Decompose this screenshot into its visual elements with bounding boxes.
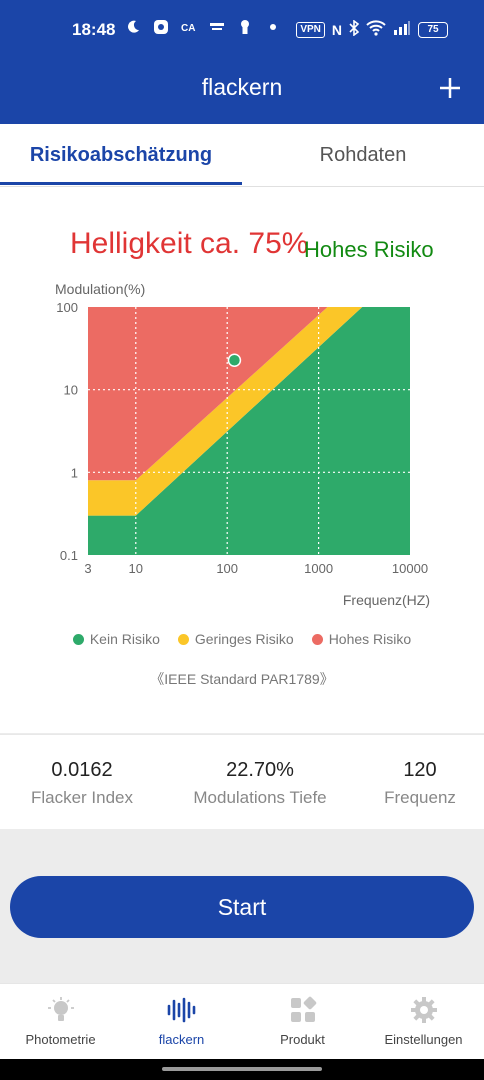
- nav-label: flackern: [158, 1032, 205, 1047]
- tab-indicator: [0, 182, 242, 185]
- hohes-risiko-region: [88, 307, 328, 481]
- legend-item-hohes-risiko: Hohes Risiko: [311, 631, 412, 647]
- nav-label: Photometrie: [25, 1032, 96, 1047]
- x-tick-labels: 3 10 100 1000 10000: [84, 561, 428, 576]
- app-icon: [152, 18, 170, 36]
- y-tick-label: 100: [56, 300, 78, 315]
- y-axis-label: Modulation(%): [55, 281, 145, 297]
- stats-panel: 0.0162 Flacker Index 22.70% Modulations …: [0, 734, 484, 829]
- stat-frequency: 120 Frequenz: [370, 759, 470, 808]
- stat-value: 0.0162: [51, 759, 113, 781]
- stat-label: Frequenz: [384, 788, 456, 807]
- status-bar: 18:48 CA VPN N 75: [0, 0, 484, 62]
- stat-modulation-depth: 22.70% Modulations Tiefe: [170, 759, 350, 808]
- stat-flicker-index: 0.0162 Flacker Index: [12, 759, 152, 808]
- battery-icon: 75: [418, 21, 448, 38]
- stat-value: 120: [403, 759, 437, 781]
- app-title: flackern: [201, 74, 283, 100]
- plus-icon: [440, 78, 460, 98]
- risk-card: Helligkeit ca. 75% Hohes Risiko Modulati…: [0, 187, 484, 733]
- keyhole-icon: [236, 18, 254, 36]
- x-tick-label: 10: [129, 561, 143, 576]
- risk-label: Hohes Risiko: [304, 237, 434, 262]
- grid-icon: [242, 994, 363, 1026]
- x-tick-label: 3: [84, 561, 91, 576]
- add-button[interactable]: [434, 72, 466, 104]
- tab-raw-data[interactable]: Rohdaten: [319, 144, 407, 166]
- y-tick-label: 0.1: [60, 548, 78, 563]
- gesture-pill[interactable]: [162, 1067, 322, 1071]
- legend-label: Geringes Risiko: [194, 631, 294, 647]
- news-icon: [208, 18, 226, 36]
- wifi-icon: [366, 20, 386, 39]
- legend-dot: [177, 633, 189, 645]
- measurement-point: [227, 353, 242, 367]
- x-tick-label: 100: [216, 561, 238, 576]
- nav-label: Einstellungen: [384, 1032, 463, 1047]
- stat-label: Modulations Tiefe: [193, 788, 327, 807]
- legend-item-geringes-risiko: Geringes Risiko: [177, 631, 294, 647]
- waveform-icon: [121, 994, 242, 1026]
- chart-legend: Kein Risiko Geringes Risiko Hohes Risiko: [0, 631, 484, 647]
- legend-label: Kein Risiko: [89, 631, 160, 647]
- stat-value: 22.70%: [226, 759, 294, 781]
- start-button[interactable]: Start: [10, 876, 474, 938]
- dot-icon: [264, 18, 282, 36]
- kein-risiko-region: [88, 307, 410, 555]
- signal-icon: [393, 21, 411, 38]
- legend-dot: [72, 633, 84, 645]
- bottom-nav: Photometrie flackern Produkt: [0, 983, 484, 1060]
- bluetooth-icon: [349, 19, 360, 39]
- x-tick-label: 10000: [392, 561, 428, 576]
- y-tick-labels: 100 10 1 0.1: [56, 300, 78, 563]
- nav-label: Produkt: [280, 1032, 325, 1047]
- legend-item-kein-risiko: Kein Risiko: [72, 631, 160, 647]
- standard-reference: 《IEEE Standard PAR1789》: [150, 671, 334, 687]
- tab-bar: Risikoabschätzung Rohdaten: [0, 124, 484, 187]
- y-tick-label: 1: [71, 465, 78, 480]
- x-tick-label: 1000: [304, 561, 333, 576]
- stat-label: Flacker Index: [30, 788, 134, 807]
- status-right-icons: VPN N 75: [296, 19, 448, 39]
- legend-dot: [311, 633, 323, 645]
- status-time: 18:48: [72, 20, 116, 39]
- nav-item-photometrie[interactable]: Photometrie: [0, 994, 121, 1047]
- nfc-icon: N: [331, 21, 342, 38]
- vpn-badge: VPN: [296, 21, 325, 38]
- geringes-risiko-region: [88, 307, 363, 516]
- y-tick-label: 10: [64, 383, 78, 398]
- status-left-icons: CA: [124, 18, 282, 36]
- tab-risk-assessment[interactable]: Risikoabschätzung: [29, 144, 213, 166]
- moon-icon: [124, 18, 142, 36]
- x-axis-label: Frequenz(HZ): [343, 592, 430, 608]
- brightness-label: Helligkeit ca. 75%: [70, 227, 309, 260]
- app-bar: flackern: [0, 62, 484, 124]
- chart-grid: [88, 307, 410, 555]
- ca-icon: CA: [180, 18, 198, 36]
- nav-item-produkt[interactable]: Produkt: [242, 994, 363, 1047]
- gear-icon: [363, 994, 484, 1026]
- svg-text:CA: CA: [181, 23, 195, 34]
- nav-item-flackern[interactable]: flackern: [121, 994, 242, 1047]
- gesture-bar: [0, 1059, 484, 1080]
- nav-item-einstellungen[interactable]: Einstellungen: [363, 994, 484, 1047]
- bulb-icon: [0, 994, 121, 1026]
- legend-label: Hohes Risiko: [328, 631, 412, 647]
